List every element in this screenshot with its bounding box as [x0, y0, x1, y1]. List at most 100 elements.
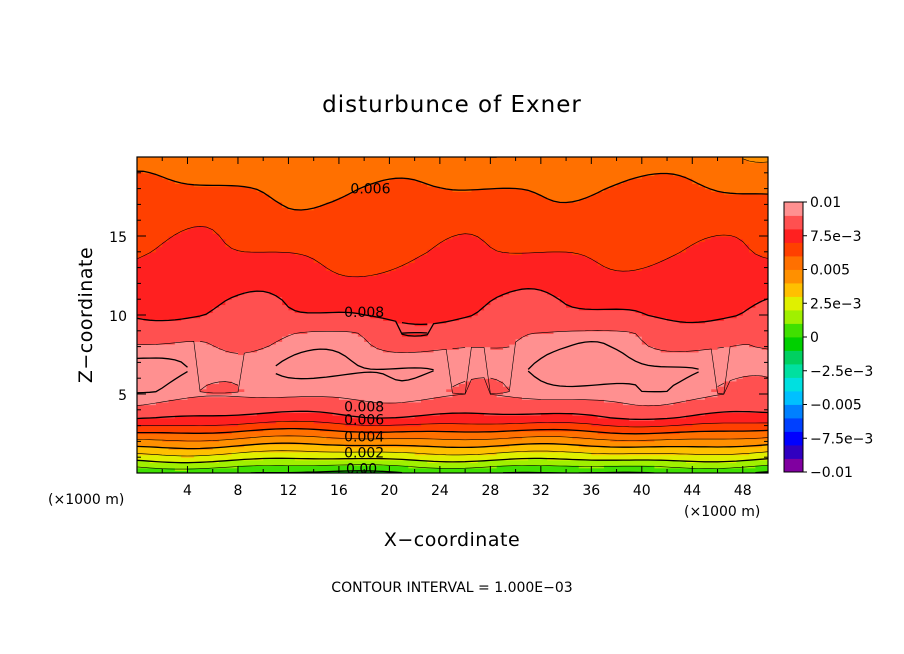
contour-label: 0.004	[344, 430, 384, 446]
contour-band-cell	[137, 233, 176, 237]
contour-band-cell	[137, 293, 239, 298]
colorbar-swatch	[784, 364, 803, 378]
contour-band-cell	[162, 175, 643, 179]
contour-band-cell	[654, 315, 738, 319]
contour-band-cell	[439, 412, 485, 416]
contour-band-cell	[313, 259, 416, 263]
contour-band-cell	[137, 328, 768, 332]
contour-interval-note: CONTOUR INTERVAL = 1.000E−03	[331, 580, 572, 596]
contour-band-cell	[275, 420, 315, 424]
contour-band-cell	[673, 401, 768, 406]
contour-band-cell	[383, 317, 460, 321]
contour-band-cell	[137, 365, 768, 369]
contour-band-cell	[263, 428, 321, 432]
contour-line	[137, 450, 768, 457]
colorbar-swatch	[784, 431, 803, 446]
x-unit-right: (×1000 m)	[684, 504, 760, 520]
contour-band-cell	[288, 307, 485, 311]
contour-band-cell	[528, 188, 605, 192]
contour-band-cell	[326, 470, 390, 473]
contour-band-cell	[660, 259, 768, 263]
contour-band-cell	[137, 338, 283, 342]
contour-band-cell	[137, 304, 220, 308]
contour-band-cell	[446, 388, 510, 392]
contour-band-cell	[212, 228, 768, 232]
contour-band-cell	[452, 236, 479, 240]
contour-band-cell	[477, 459, 687, 464]
contour-band-cell	[660, 349, 700, 353]
contour-band-cell	[326, 264, 403, 269]
contour-band-cell	[717, 386, 768, 390]
contour-band-cell	[137, 412, 258, 416]
contour-band-cell	[137, 264, 327, 269]
contour-band-cell	[654, 172, 674, 177]
contour-band-cell	[698, 183, 768, 187]
contour-band-cell	[452, 391, 504, 395]
contour-band-cell	[143, 317, 182, 321]
contour-band-cell	[326, 201, 768, 205]
contour-band-cell	[137, 164, 768, 169]
contour-band-cell	[648, 343, 738, 348]
contour-band-cell	[137, 220, 768, 224]
contour-band-cell	[559, 299, 763, 303]
contour-band-cell	[200, 315, 372, 319]
contour-band-cell	[288, 304, 485, 308]
contour-band-cell	[484, 307, 580, 311]
contour-band-cell	[137, 249, 157, 253]
contour-band-cell	[496, 394, 719, 398]
contour-band-cell	[168, 236, 220, 240]
contour-band-cell	[250, 185, 365, 190]
contour-line	[200, 341, 724, 354]
contour-band-cell	[137, 436, 252, 440]
contour-band-cell	[654, 465, 756, 469]
contour-band-cell	[641, 341, 768, 345]
x-tick-label: 44	[683, 483, 701, 499]
contour-band-cell	[490, 301, 567, 306]
contour-band-cell	[288, 333, 359, 337]
contour-band-cell	[256, 412, 334, 416]
contour-band-cell	[597, 430, 681, 435]
contour-band-cell	[717, 394, 768, 398]
contour-band-cell	[704, 320, 768, 324]
contour-label: 0.006	[344, 412, 384, 428]
contour-band-cell	[597, 191, 725, 195]
contour-band-cell	[137, 212, 768, 216]
colorbar-swatch	[784, 350, 803, 365]
contour-band-cell	[244, 291, 271, 295]
colorbar-swatch	[784, 283, 803, 297]
contour-band-cell	[749, 249, 768, 253]
contour-band-cell	[496, 249, 687, 253]
contour-band-cell	[471, 188, 529, 192]
contour-band-cell	[149, 251, 296, 256]
contour-band-cell	[137, 401, 157, 406]
contour-band-cell	[137, 343, 214, 348]
contour-band-cell	[137, 462, 768, 466]
contour-band-cell	[685, 249, 750, 253]
contour-band-cell	[212, 343, 271, 348]
contour-band-cell	[294, 251, 428, 256]
contour-band-cell	[282, 299, 491, 303]
contour-band-cell	[181, 230, 214, 234]
contour-band-cell	[610, 267, 643, 271]
contour-band-cell	[395, 320, 447, 324]
contour-band-cell	[629, 330, 768, 335]
x-tick-label: 32	[532, 483, 550, 499]
contour-band-cell	[458, 317, 668, 321]
contour-band-cell	[137, 286, 768, 290]
contour-band-cell	[332, 412, 441, 416]
contour-band-cell	[654, 346, 719, 350]
contour-band-cell	[578, 444, 763, 448]
contour-band-cell	[572, 251, 681, 256]
contour-band-cell	[137, 217, 768, 221]
contour-band-cell	[717, 346, 763, 350]
contour-band-cell	[736, 378, 768, 382]
contour-band-cell	[137, 309, 214, 313]
contour-band-cell	[383, 349, 435, 353]
contour-band-cell	[193, 225, 208, 229]
contour-band-cell	[414, 178, 630, 182]
contour-band-cell	[137, 415, 176, 419]
contour-line	[137, 226, 768, 278]
contour-band-cell	[439, 241, 485, 245]
contour-line	[137, 340, 699, 371]
contour-band-cell	[168, 399, 365, 403]
